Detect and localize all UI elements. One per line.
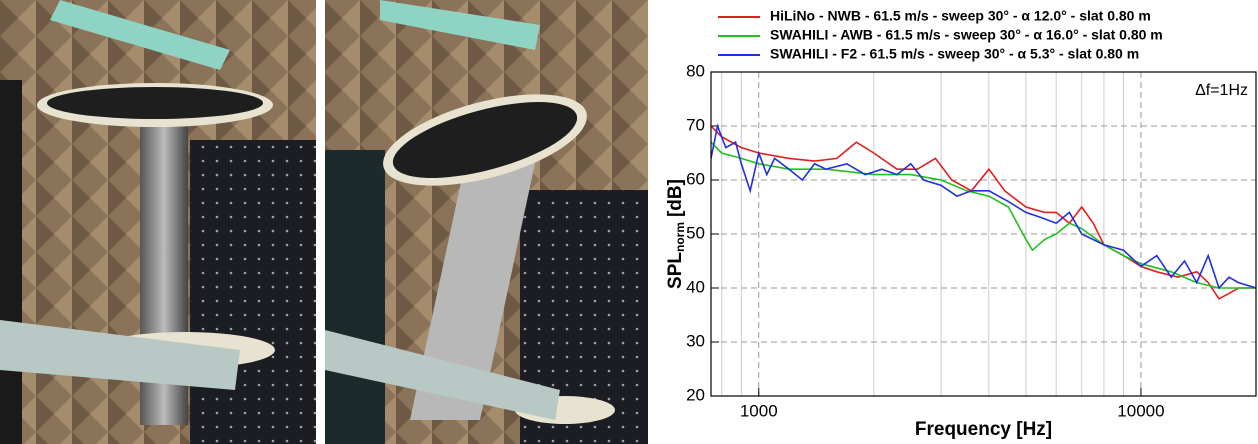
y-tick-label: 40 xyxy=(686,277,705,296)
y-axis-label-unit: [dB] xyxy=(665,179,686,217)
y-tick-label: 60 xyxy=(686,169,705,188)
legend-label: HiLiNo - NWB - 61.5 m/s - sweep 30° - α … xyxy=(770,8,1151,24)
y-axis-label-sub: norm xyxy=(673,222,687,252)
annotation: Δf=1Hz xyxy=(1195,82,1248,99)
photo-left xyxy=(0,0,316,444)
y-tick-label: 50 xyxy=(686,223,705,242)
y-axis-label: SPLnorm [dB] xyxy=(665,179,687,289)
y-tick-label: 30 xyxy=(686,331,705,350)
legend-label: SWAHILI - F2 - 61.5 m/s - sweep 30° - α … xyxy=(770,46,1139,62)
x-tick-label: 1000 xyxy=(740,401,778,420)
x-tick-label: 10000 xyxy=(1117,401,1164,420)
photo-right xyxy=(325,0,648,444)
chart: 1000 10000 20 30 40 50 60 70 80 HiLiNo - NWB - 61… xyxy=(665,8,1256,440)
y-tick-label: 80 xyxy=(686,61,705,80)
figure: 1000 10000 20 30 40 50 60 70 80 HiLiNo - NWB - 61… xyxy=(0,0,1258,444)
legend-label: SWAHILI - AWB - 61.5 m/s - sweep 30° - α… xyxy=(770,27,1163,43)
y-tick-label: 70 xyxy=(686,115,705,134)
x-axis-label: Frequency [Hz] xyxy=(915,419,1052,440)
y-axis-label-main: SPL xyxy=(665,252,686,289)
y-tick-label: 20 xyxy=(686,385,705,404)
